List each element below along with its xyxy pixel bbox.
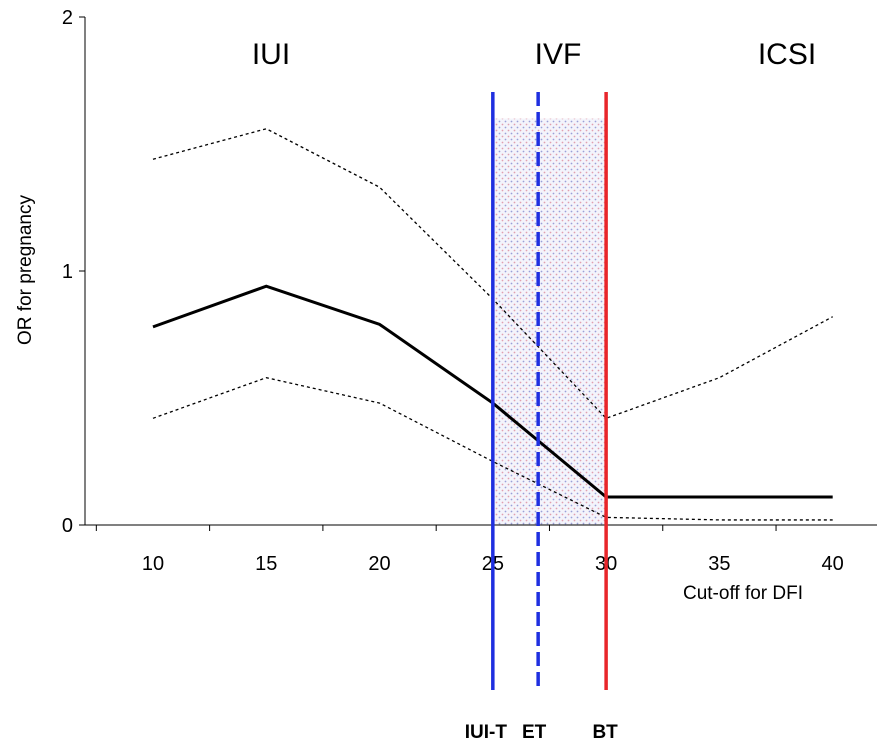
series-line-lower-ci xyxy=(152,377,833,521)
x-tick-label: 35 xyxy=(708,553,730,575)
x-axis-title: Cut-off for DFI xyxy=(683,583,803,604)
region-label-iui: IUI xyxy=(252,38,290,71)
x-tick-label: 15 xyxy=(255,553,277,575)
y-axis-title: OR for pregnancy xyxy=(15,195,36,345)
region-label-icsi: ICSI xyxy=(758,38,816,71)
threshold-label-iui-t: IUI-T xyxy=(465,722,508,743)
x-tick-label: 20 xyxy=(368,553,390,575)
threshold-label-et: ET xyxy=(522,722,547,743)
x-tick-label: 40 xyxy=(822,553,844,575)
axes: 012 10152025303540 xyxy=(62,7,877,575)
y-tick-label: 1 xyxy=(62,261,73,283)
y-tick-label: 0 xyxy=(62,515,73,537)
threshold-label-bt: BT xyxy=(592,722,618,743)
y-tick-label: 2 xyxy=(62,7,73,29)
region-label-ivf: IVF xyxy=(535,38,582,71)
x-tick-label: 10 xyxy=(142,553,164,575)
shaded-band xyxy=(492,118,607,525)
